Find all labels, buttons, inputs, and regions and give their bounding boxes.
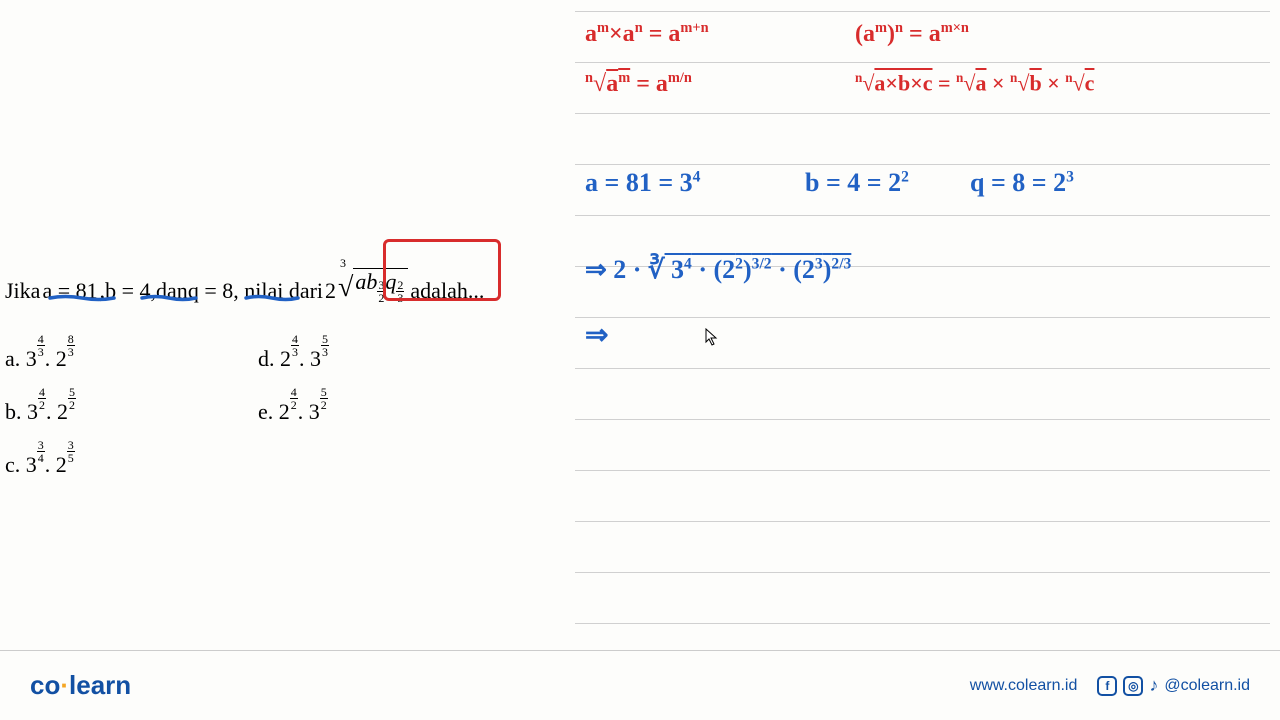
work-step-0: ⇒ 2 · ∛ 34 · (22)3/2 · (23)2/3 <box>585 255 851 285</box>
logo-right: learn <box>69 670 131 700</box>
exp2: 53 <box>321 333 329 358</box>
question-panel: Jika a = 81 , b = 4 , dan q = 8 , nilai … <box>0 0 575 720</box>
exp1: 42 <box>290 386 298 411</box>
work-step-1: ⇒ <box>585 318 608 352</box>
base2: 3 <box>309 399 320 424</box>
option-label: b. <box>5 399 27 424</box>
sep: . <box>46 399 57 424</box>
base2: 2 <box>56 452 67 477</box>
base1: 3 <box>27 399 38 424</box>
footer-right: www.colearn.id f ◎ ♪ @colearn.id <box>970 675 1250 696</box>
work-panel: am×an = am+n (am)n = am×n n√am = am/n n√a×b… <box>575 0 1280 720</box>
exp2: 52 <box>68 386 76 411</box>
rule-0: am×an = am+n <box>585 20 709 48</box>
coef: 2 <box>325 278 336 304</box>
exp2: 35 <box>67 439 75 464</box>
base2: 3 <box>310 346 321 371</box>
substitution-2: q = 8 = 23 <box>970 168 1074 198</box>
option-b[interactable]: b. 342. 252 <box>5 386 76 425</box>
underline-q <box>244 294 300 302</box>
option-a[interactable]: a. 343. 283 <box>5 333 75 372</box>
sep: . <box>299 346 310 371</box>
option-label: d. <box>258 346 280 371</box>
q-prefix: Jika <box>5 278 40 304</box>
rule-1: (am)n = am×n <box>855 20 969 48</box>
footer-url[interactable]: www.colearn.id <box>970 677 1078 695</box>
instagram-icon[interactable]: ◎ <box>1123 676 1143 696</box>
exp1: 34 <box>37 439 45 464</box>
sep: . <box>45 452 56 477</box>
option-label: a. <box>5 346 26 371</box>
ruled-line <box>575 368 1270 369</box>
ruled-line <box>575 113 1270 114</box>
option-label: e. <box>258 399 279 424</box>
footer: co·learn www.colearn.id f ◎ ♪ @colearn.i… <box>0 650 1280 720</box>
option-c[interactable]: c. 334. 235 <box>5 439 75 478</box>
logo-dot: · <box>60 670 69 700</box>
exp1: 43 <box>291 333 299 358</box>
ruled-line <box>575 521 1270 522</box>
ruled-line <box>575 623 1270 624</box>
facebook-icon[interactable]: f <box>1097 676 1117 696</box>
ruled-line <box>575 62 1270 63</box>
mouse-cursor <box>705 328 719 351</box>
rule-2: n√am = am/n <box>585 70 692 98</box>
option-label: c. <box>5 452 26 477</box>
radicand-ab: ab <box>355 269 377 295</box>
sep: . <box>298 399 309 424</box>
logo-left: co <box>30 670 60 700</box>
tiktok-icon[interactable]: ♪ <box>1149 675 1158 696</box>
exp1: 43 <box>37 333 45 358</box>
brand-logo: co·learn <box>30 670 131 701</box>
ruled-line <box>575 317 1270 318</box>
option-e[interactable]: e. 242. 352 <box>258 386 328 425</box>
underline-a <box>48 294 116 302</box>
radical-sign: √ <box>338 272 353 303</box>
exp1: 42 <box>38 386 46 411</box>
base1: 3 <box>26 452 37 477</box>
base1: 2 <box>280 346 291 371</box>
base2: 2 <box>56 346 67 371</box>
social-icons: f ◎ ♪ @colearn.id <box>1097 675 1250 696</box>
base1: 3 <box>26 346 37 371</box>
root-index: 3 <box>340 256 346 271</box>
highlight-box <box>383 239 501 301</box>
base1: 2 <box>279 399 290 424</box>
ruled-line <box>575 419 1270 420</box>
rule-3: n√a×b×c = n√a × n√b × n√c <box>855 70 1094 96</box>
option-d[interactable]: d. 243. 353 <box>258 333 329 372</box>
substitution-1: b = 4 = 22 <box>805 168 909 198</box>
ruled-line <box>575 572 1270 573</box>
ruled-line <box>575 11 1270 12</box>
exp2: 83 <box>67 333 75 358</box>
ruled-line <box>575 164 1270 165</box>
underline-b <box>140 294 198 302</box>
ruled-line <box>575 470 1270 471</box>
exp2: 52 <box>320 386 328 411</box>
substitution-0: a = 81 = 34 <box>585 168 700 198</box>
base2: 2 <box>57 399 68 424</box>
ruled-line <box>575 215 1270 216</box>
social-handle[interactable]: @colearn.id <box>1164 677 1250 695</box>
sep: . <box>45 346 56 371</box>
